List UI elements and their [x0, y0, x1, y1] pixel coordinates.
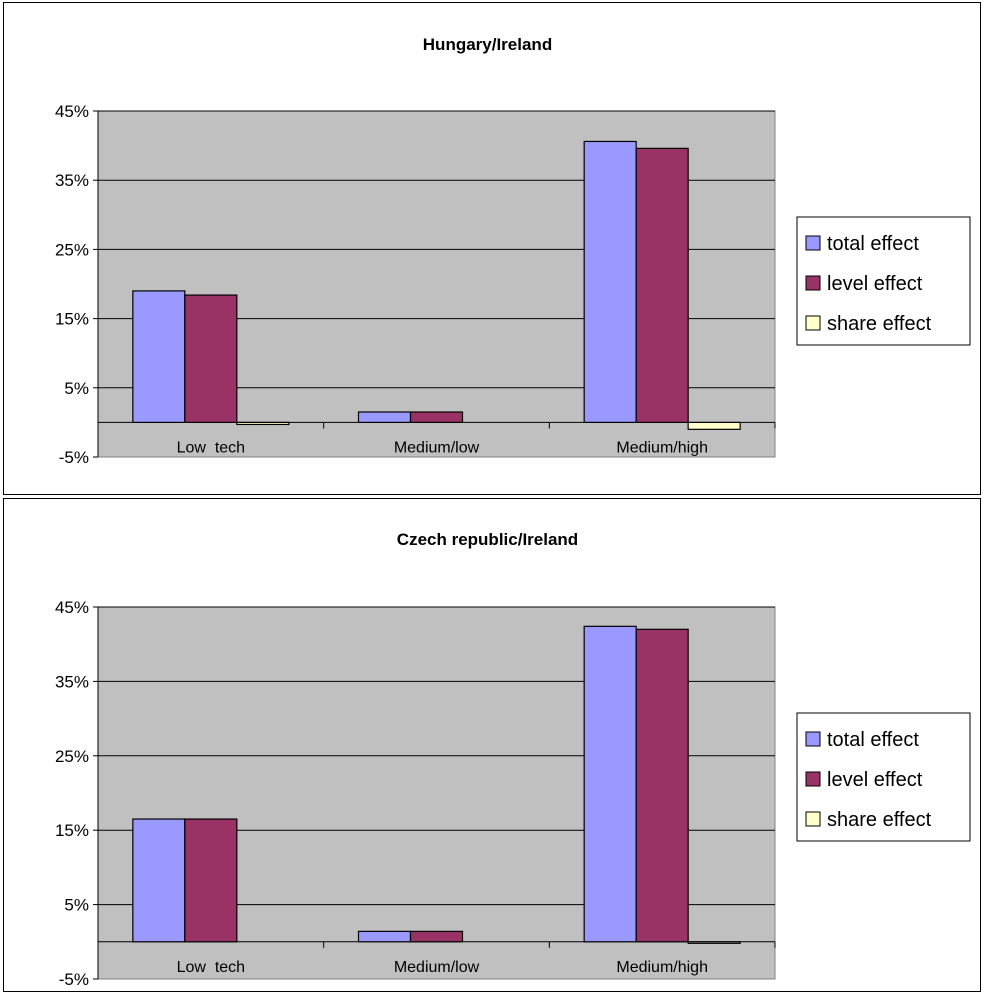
legend-swatch [805, 315, 821, 331]
y-tick-label: 5% [64, 379, 89, 398]
x-tick-label: Medium/low [394, 439, 480, 456]
y-tick-label: 35% [55, 672, 89, 691]
y-tick-label: 15% [55, 310, 89, 329]
legend-label: share effect [827, 313, 932, 335]
legend-swatch [805, 275, 821, 291]
x-tick-label: Medium/low [394, 959, 480, 976]
legend-swatch [805, 731, 821, 747]
legend-label: level effect [827, 273, 923, 295]
chart-panel-hungary-ireland: Hungary/Ireland 45% 35% 25% 15% 5% -5% Low tech… [3, 2, 981, 495]
y-tick-label: -5% [59, 970, 89, 989]
bar-total-effect-0 [132, 818, 186, 943]
legend-label: total effect [827, 233, 919, 255]
y-tick-label: -5% [59, 448, 89, 467]
bar-total-effect-2 [583, 625, 637, 943]
y-tick-label: 5% [64, 896, 89, 915]
bar-share-effect-0 [236, 421, 290, 426]
bar-level-effect-1 [409, 930, 464, 943]
bar-total-effect-0 [132, 290, 186, 424]
legend-swatch [805, 811, 821, 827]
legend-box [796, 712, 971, 842]
y-tick-label: 45% [55, 102, 89, 121]
x-tick-label: Low tech [177, 959, 245, 976]
x-tick-label: Medium/high [616, 959, 708, 976]
legend-label: total effect [827, 729, 919, 751]
bar-total-effect-1 [357, 411, 412, 423]
legend-box [796, 216, 971, 346]
y-tick-label: 25% [55, 240, 89, 259]
legend-label: level effect [827, 769, 923, 791]
bar-level-effect-0 [184, 294, 238, 423]
chart-panel-czech-ireland: Czech republic/Ireland 45% 35% 25% 15% 5% -5% L… [3, 498, 981, 992]
legend-swatch [805, 235, 821, 251]
chart-hungary-ireland: Hungary/Ireland 45% 35% 25% 15% 5% -5% Low tech… [55, 35, 971, 467]
bar-level-effect-2 [635, 628, 689, 943]
y-tick-label: 15% [55, 821, 89, 840]
legend-label: share effect [827, 809, 932, 831]
chart-title: Hungary/Ireland [423, 35, 552, 54]
x-tick-label: Low tech [177, 439, 245, 456]
bar-share-effect-2 [687, 421, 741, 430]
bar-total-effect-2 [583, 140, 637, 423]
legend-swatch [805, 771, 821, 787]
x-tick-label: Medium/high [616, 439, 708, 456]
y-tick-label: 45% [55, 598, 89, 617]
chart-title: Czech republic/Ireland [397, 530, 578, 549]
chart-czech-ireland: Czech republic/Ireland 45% 35% 25% 15% 5% -5% L… [55, 530, 971, 989]
y-tick-label: 25% [55, 747, 89, 766]
bar-total-effect-1 [357, 930, 412, 943]
y-tick-label: 35% [55, 171, 89, 190]
bar-share-effect-2 [687, 941, 741, 944]
bar-level-effect-1 [409, 411, 464, 423]
bar-level-effect-0 [184, 818, 238, 943]
bar-level-effect-2 [635, 147, 689, 424]
